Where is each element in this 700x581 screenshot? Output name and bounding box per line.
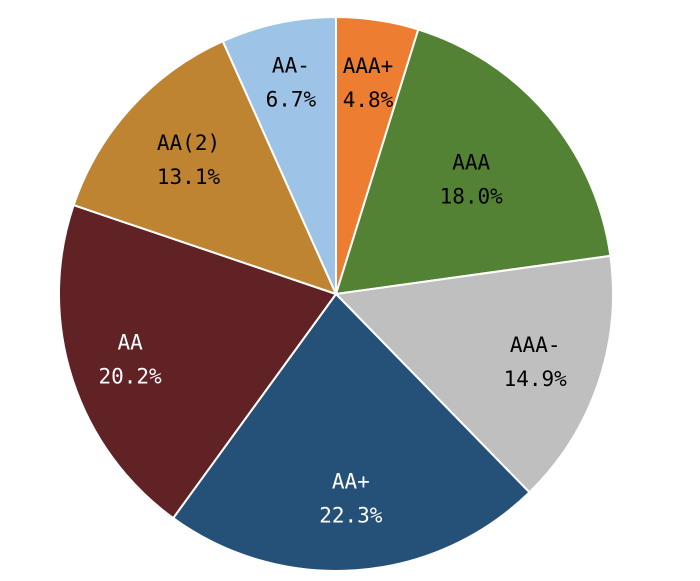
slice-percent-label: 14.9% [504,367,568,391]
pie-slice-aa [221,15,337,295]
slice-category-label: AA [117,331,143,355]
slice-category-label: AA(2) [157,131,220,155]
pie-slice-aa-2 [72,39,338,296]
pie-slice-aaa [333,254,614,494]
slice-category-label: AAA [452,150,490,174]
slice-category-label: AA+ [332,469,370,493]
pie-slice-aaa [334,28,612,296]
slice-percent-label: 4.8% [343,88,394,112]
slice-percent-label: 20.2% [98,365,162,389]
slice-percent-label: 13.1% [157,165,221,189]
slice-label-group: AA+ 22.3% [319,469,383,527]
pie-slice-aa [171,292,531,572]
slice-percent-label: 22.3% [319,503,383,527]
slice-category-label: AAA- [510,333,561,357]
slice-label-group: AAA 18.0% [440,150,504,208]
slice-label-group: AA 20.2% [98,331,162,389]
slice-category-label: AA- [272,54,310,78]
slice-label-group: AA- 6.7% [266,54,317,112]
slice-percent-label: 18.0% [440,184,504,208]
slice-label-group: AAA- 14.9% [504,333,568,391]
slice-label-group: AA(2) 13.1% [157,131,221,189]
slice-percent-label: 6.7% [266,88,317,112]
slice-label-group: AAA+ 4.8% [343,54,394,112]
pie-slice-aa [58,203,338,520]
slice-category-label: AAA+ [343,54,394,78]
